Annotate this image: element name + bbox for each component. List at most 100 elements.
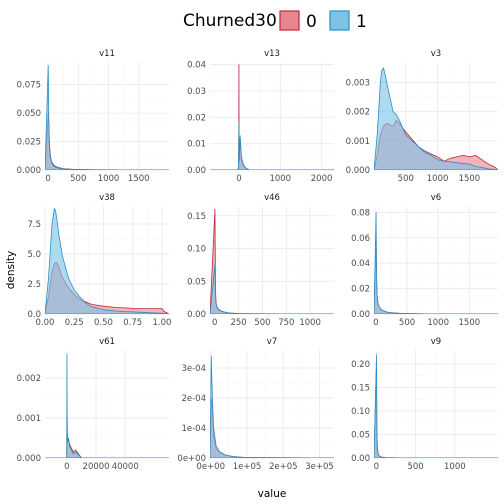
density-series-1: [210, 355, 334, 458]
x-tick-label: 1000: [98, 174, 120, 184]
panel-v38: 0.00 0.25 0.50 0.75 1.00 0.0 2.5 5.0 7.5 v38: [27, 193, 171, 328]
x-tick-label: 1000: [269, 174, 291, 184]
y-tick-label: 0.000: [346, 166, 370, 176]
x-tick-label: 1000: [299, 318, 321, 328]
x-tick-label: 0.75: [123, 318, 142, 328]
x-tick-label: 3e+05: [305, 462, 334, 472]
density-series-1: [210, 264, 334, 314]
panel-title: v38: [99, 193, 115, 203]
x-tick-label: 500: [254, 318, 270, 328]
x-tick-label: 1000: [444, 462, 466, 472]
x-tick-label: 20000: [83, 462, 110, 472]
y-tick-label: 1e-04: [181, 424, 206, 434]
x-tick-label: 1.00: [153, 318, 172, 328]
y-tick-label: 2e-04: [181, 394, 206, 404]
panel-title: v46: [264, 193, 280, 203]
panel-title: v13: [264, 49, 280, 59]
x-tick-label: 1500: [128, 174, 150, 184]
density-areas: [45, 65, 169, 170]
y-tick-label: 0.03: [187, 87, 206, 97]
y-tick-label: 0.02: [187, 113, 206, 123]
x-tick-label: 1e+05: [233, 462, 262, 472]
y-tick-label: 0.10: [351, 407, 370, 417]
legend-swatch-0: [279, 10, 300, 31]
y-tick-label: 2.5: [27, 280, 41, 290]
y-tick-label: 0.00: [351, 454, 370, 464]
panel-v3: 500 1000 1500 0.000 0.001 0.002 0.003 v3: [346, 49, 498, 184]
x-tick-label: 1500: [459, 174, 481, 184]
x-tick-label: 0.25: [65, 318, 84, 328]
y-tick-label: 0e+00: [177, 454, 206, 464]
density-series-1: [45, 353, 169, 458]
x-tick-label: 0.50: [94, 318, 113, 328]
density-series-1: [374, 354, 498, 458]
y-tick-label: 0.002: [346, 108, 370, 118]
panel-v13: 0 1000 2000 0.00 0.01 0.02 0.03 0.04 v13: [187, 49, 334, 184]
x-tick-label: 0: [212, 318, 217, 328]
legend: Churned30 0 1: [183, 10, 367, 32]
y-tick-label: 0.00: [187, 310, 206, 320]
x-tick-label: 500: [399, 318, 415, 328]
density-areas: [45, 208, 169, 314]
y-tick-label: 0.01: [187, 140, 206, 150]
panel-v7: 0e+00 1e+05 2e+05 3e+05 0e+00 1e-04 2e-04 3e-04…: [177, 337, 334, 472]
y-tick-label: 0.025: [17, 138, 41, 148]
x-tick-label: 40000: [112, 462, 139, 472]
legend-label-1: 1: [356, 12, 367, 32]
x-tick-label: 500: [398, 174, 414, 184]
y-tick-label: 0.02: [351, 285, 370, 295]
legend-swatch-1: [329, 10, 350, 31]
density-areas: [374, 67, 498, 170]
x-tick-label: 1500: [459, 318, 481, 328]
y-tick-label: 0.00: [187, 166, 206, 176]
x-tick-label: 500: [407, 462, 423, 472]
panel-v6: 0 500 1000 1500 0.00 0.02 0.04 0.06 0.08 v6: [351, 193, 498, 328]
density-areas: [210, 64, 334, 170]
panel-title: v6: [431, 193, 441, 203]
y-tick-label: 0.0: [27, 310, 41, 320]
y-axis-title: density: [5, 251, 17, 290]
panel-v61: 0 20000 40000 0.000 0.001 0.002 v61: [17, 337, 169, 472]
y-tick-label: 0.04: [351, 259, 370, 269]
panel-title: v7: [267, 337, 277, 347]
y-tick-label: 0.08: [351, 208, 370, 218]
panel-title: v9: [431, 337, 441, 347]
y-tick-label: 3e-04: [181, 364, 206, 374]
y-tick-label: 0.04: [187, 61, 206, 71]
y-tick-label: 0.15: [351, 384, 370, 394]
panel-title: v61: [99, 337, 115, 347]
density-areas: [374, 354, 498, 458]
legend-label-0: 0: [306, 12, 317, 32]
density-series-1: [374, 67, 498, 170]
y-tick-label: 0.000: [17, 454, 41, 464]
x-tick-label: 250: [230, 318, 246, 328]
panel-title: v3: [431, 49, 441, 59]
density-areas: [45, 353, 169, 458]
y-tick-label: 0.06: [351, 234, 370, 244]
x-tick-label: 0.00: [36, 318, 55, 328]
density-areas: [210, 355, 334, 458]
x-tick-label: 1000: [427, 174, 449, 184]
density-areas: [374, 211, 498, 314]
x-tick-label: 0: [64, 462, 69, 472]
x-tick-label: 2e+05: [269, 462, 298, 472]
density-areas: [210, 208, 334, 314]
density-series-1: [374, 211, 498, 314]
x-tick-label: 0: [373, 318, 378, 328]
y-tick-label: 0.001: [17, 414, 41, 424]
x-tick-label: 0: [45, 174, 50, 184]
y-tick-label: 0.05: [351, 431, 370, 441]
y-tick-label: 0.00: [351, 310, 370, 320]
legend-title: Churned30: [183, 11, 277, 31]
y-tick-label: 0.001: [346, 137, 370, 147]
y-tick-label: 0.075: [17, 81, 41, 91]
y-tick-label: 0.05: [187, 277, 206, 287]
panel-v9: 0 500 1000 0.00 0.05 0.10 0.15 0.20 v9: [351, 337, 498, 472]
density-series-0: [210, 208, 334, 314]
y-tick-label: 0.003: [346, 78, 370, 88]
density-series-1: [45, 65, 169, 170]
density-series-1: [45, 208, 169, 314]
panel-title: v11: [99, 49, 115, 59]
y-tick-label: 0.20: [351, 360, 370, 370]
